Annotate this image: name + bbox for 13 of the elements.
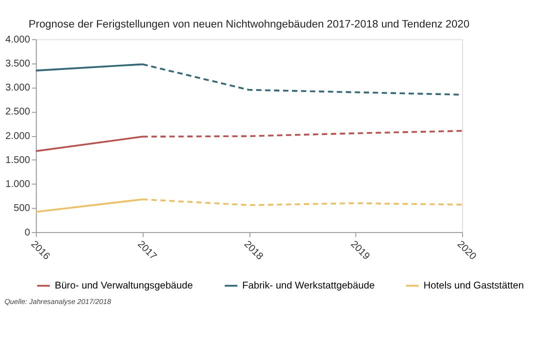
y-tick-label: 1.000 [5,179,31,190]
y-tick-label: 4.000 [5,34,31,46]
y-tick-label: 2.500 [5,106,31,118]
legend-label: Büro- und Verwaltungsgebäude [54,280,194,292]
y-tick-label: 3.000 [5,82,31,94]
y-tick-label: 500 [14,203,31,214]
legend-label: Hotels und Gaststätten [424,280,524,292]
legend-label: Fabrik- und Werkstattgebäude [242,280,376,292]
y-tick-label: 3.500 [5,58,31,70]
y-tick-label: 0 [24,227,31,238]
y-tick-label: 2.000 [5,130,31,142]
chart-title: Prognose der Ferigstellungen von neuen Nichtwohngebäuden 2017-2018 und Tendenz 2020 [28,18,470,31]
y-tick-label: 1.500 [5,154,31,166]
